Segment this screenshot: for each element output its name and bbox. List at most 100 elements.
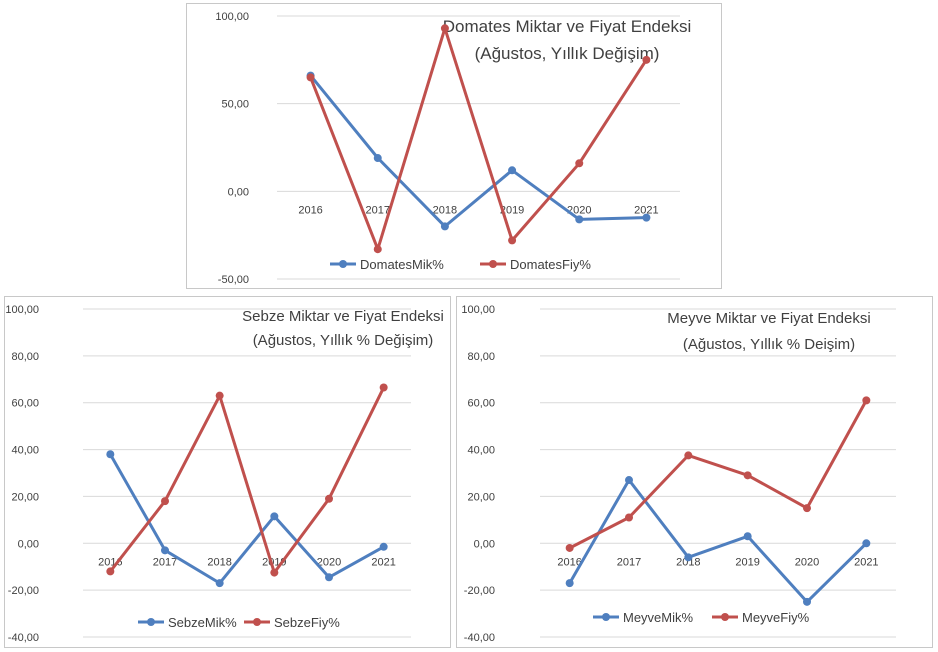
legend-marker-swatch (147, 618, 155, 626)
data-point (803, 504, 811, 513)
x-tick-label: 2019 (500, 204, 524, 216)
data-point (642, 213, 651, 222)
y-tick-label: 80,00 (11, 351, 39, 363)
x-tick-label: 2019 (735, 556, 759, 568)
x-tick-label: 2018 (676, 556, 700, 568)
y-tick-label: 60,00 (11, 398, 39, 410)
y-tick-label: 40,00 (467, 445, 495, 457)
y-tick-label: -50,00 (218, 274, 249, 286)
data-point (508, 236, 517, 245)
data-point (684, 451, 693, 460)
data-point (642, 55, 651, 64)
series-line-SebzeMik% (108, 452, 386, 585)
data-point (743, 532, 752, 541)
chart-title-line: (Ağustos, Yıllık % Deişim) (683, 336, 855, 353)
series-line-MeyveFiy% (568, 398, 868, 550)
series-line-DomatesMik% (309, 74, 648, 228)
tomato-chart-panel: 100,00 50,00 0,00 -50,00 2016 2017 2018 2019 202… (186, 3, 722, 289)
data-point (373, 154, 382, 163)
y-tick-label: 20,00 (11, 491, 39, 503)
legend-marker-swatch (339, 260, 347, 268)
legend-marker-swatch (253, 618, 261, 626)
data-point (270, 512, 279, 521)
data-point (161, 497, 169, 506)
y-tick-label: 40,00 (11, 445, 39, 457)
data-point (862, 396, 871, 405)
data-point (215, 579, 224, 588)
data-point (379, 542, 388, 551)
y-tick-label: 0,00 (228, 186, 249, 198)
chart-title-line: (Ağustos, Yıllık Değişim) (475, 44, 660, 63)
x-tick-label: 2017 (617, 556, 641, 568)
y-tick-label: 50,00 (221, 99, 249, 111)
legend-label: MeyveFiy% (742, 610, 810, 625)
data-point (803, 597, 811, 606)
legend-label: MeyveMik% (623, 610, 694, 625)
data-point (508, 166, 517, 175)
data-point (743, 471, 752, 480)
series-line-DomatesFiy% (309, 26, 648, 251)
y-tick-label: 0,00 (18, 538, 39, 550)
data-point (440, 222, 449, 231)
data-point (215, 391, 224, 400)
data-point (325, 494, 333, 503)
x-tick-label: 2021 (634, 204, 658, 216)
y-tick-label: 20,00 (467, 491, 495, 503)
chart-title-line: Domates Miktar ve Fiyat Endeksi (443, 17, 691, 36)
data-point (106, 450, 115, 459)
chart-title-line: Meyve Miktar ve Fiyat Endeksi (667, 310, 870, 327)
legend-marker-swatch (489, 260, 497, 268)
data-point (565, 543, 574, 552)
data-point (325, 573, 333, 582)
x-tick-label: 2021 (854, 556, 878, 568)
legend-label: SebzeMik% (168, 615, 237, 630)
x-tick-label: 2018 (207, 556, 231, 568)
x-tick-label: 2020 (795, 556, 819, 568)
tomato-chart: 100,00 50,00 0,00 -50,00 2016 2017 2018 2019 202… (215, 11, 691, 286)
x-tick-label: 2017 (153, 556, 177, 568)
fruit-chart: 100,00 80,00 60,00 40,00 20,00 0,00 -20,00 -40,… (461, 304, 896, 644)
data-point (625, 513, 633, 522)
data-point (270, 568, 279, 577)
y-tick-label: 100,00 (461, 304, 495, 316)
data-point (575, 159, 584, 168)
data-point (575, 215, 584, 224)
chart-title-line: Sebze Miktar ve Fiyat Endeksi (242, 308, 444, 325)
data-point (565, 579, 574, 588)
data-point (440, 24, 449, 33)
y-tick-label: -40,00 (8, 632, 39, 644)
y-tick-label: 100,00 (5, 304, 39, 316)
legend-label: DomatesMik% (360, 257, 444, 272)
data-point (373, 245, 382, 254)
data-point (684, 553, 693, 562)
series-line-SebzeFiy% (108, 386, 386, 575)
legend-marker-swatch (602, 613, 610, 621)
data-point (161, 546, 169, 555)
y-tick-label: -40,00 (464, 632, 495, 644)
y-tick-label: -20,00 (464, 585, 495, 597)
data-point (862, 539, 871, 548)
x-tick-label: 2018 (433, 204, 457, 216)
x-tick-label: 2016 (557, 556, 581, 568)
data-point (379, 383, 388, 392)
data-point (106, 567, 115, 576)
y-tick-label: 100,00 (215, 11, 249, 23)
x-tick-label: 2020 (317, 556, 341, 568)
x-tick-label: 2016 (298, 204, 322, 216)
y-tick-label: 60,00 (467, 398, 495, 410)
legend-label: SebzeFiy% (274, 615, 340, 630)
chart-title-line: (Ağustos, Yıllık % Değişim) (253, 332, 434, 349)
fruit-chart-panel: 100,00 80,00 60,00 40,00 20,00 0,00 -20,00 -40,… (456, 296, 933, 648)
data-point (306, 73, 315, 82)
x-tick-label: 2017 (366, 204, 390, 216)
x-tick-label: 2021 (371, 556, 395, 568)
y-tick-label: 0,00 (474, 538, 495, 550)
data-point (625, 476, 633, 485)
series-line-MeyveMik% (568, 478, 868, 604)
y-tick-label: -20,00 (8, 585, 39, 597)
legend-label: DomatesFiy% (510, 257, 591, 272)
vegetable-chart-panel: 100,00 80,00 60,00 40,00 20,00 0,00 -20,00 -40,… (4, 296, 451, 648)
vegetable-chart: 100,00 80,00 60,00 40,00 20,00 0,00 -20,00 -40,… (5, 304, 444, 644)
legend-marker-swatch (721, 613, 729, 621)
y-tick-label: 80,00 (467, 351, 495, 363)
